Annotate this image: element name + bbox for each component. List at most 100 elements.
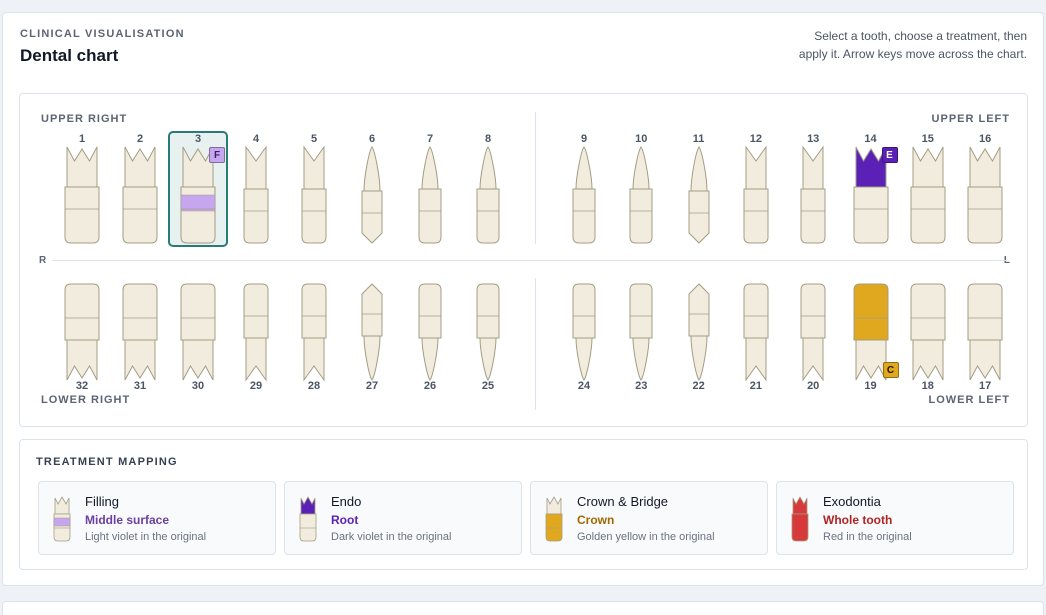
tooth-number: 4: [252, 133, 260, 145]
tooth-21[interactable]: 21: [728, 283, 784, 396]
tooth-root: [969, 146, 1001, 188]
treatment-name: Filling: [85, 494, 119, 509]
tooth-4[interactable]: 4: [228, 133, 284, 245]
tooth-1[interactable]: 1: [54, 133, 110, 245]
tooth-number: 30: [191, 380, 205, 392]
tooth-10[interactable]: 10: [613, 133, 669, 245]
treatment-badge: C: [882, 362, 899, 378]
tooth-13[interactable]: 13: [785, 133, 841, 245]
tooth-root: [632, 337, 650, 381]
tooth-root: [363, 335, 381, 381]
tooth-12[interactable]: 12: [728, 133, 784, 245]
tooth-25[interactable]: 25: [460, 283, 516, 396]
tooth-16[interactable]: 16: [957, 133, 1013, 245]
tooth-root: [690, 146, 708, 192]
tooth-crown: [688, 283, 710, 337]
upper-arch-divider: [535, 112, 536, 244]
tooth-number: 3: [194, 133, 202, 145]
tooth-number: 1: [78, 133, 86, 145]
tooth-root: [182, 146, 214, 188]
tooth-root: [66, 339, 98, 381]
treatment-option-endo[interactable]: Endo Root Dark violet in the original: [284, 481, 522, 555]
tooth-crown: [64, 186, 100, 244]
tooth-9[interactable]: 9: [556, 133, 612, 245]
tooth-number: 23: [635, 380, 648, 392]
tooth-24[interactable]: 24: [556, 283, 612, 396]
tooth-7[interactable]: 7: [402, 133, 458, 245]
tooth-29[interactable]: 29: [228, 283, 284, 396]
tooth-number: 7: [426, 133, 434, 145]
quadrant-label-lower-left: LOWER LEFT: [928, 394, 1010, 406]
tooth-number: 11: [692, 133, 705, 145]
tooth-27[interactable]: 27: [344, 283, 400, 396]
tooth-crown: [967, 283, 1003, 341]
tooth-number: 26: [423, 380, 437, 392]
tooth-root: [245, 145, 267, 190]
tooth-crown: [64, 283, 100, 341]
tooth-number: 28: [307, 380, 321, 392]
tooth-root: [479, 146, 497, 190]
tooth-31[interactable]: 31: [112, 283, 168, 396]
treatment-name: Endo: [331, 494, 362, 509]
tooth-crown: [800, 188, 826, 244]
tooth-number: 10: [635, 133, 648, 145]
treatment-option-filling[interactable]: Filling Middle surface Light violet in the…: [38, 481, 276, 555]
quadrant-label-upper-left: UPPER LEFT: [931, 113, 1010, 125]
tooth-crown: [243, 188, 269, 244]
treatment-option-exo[interactable]: Exodontia Whole tooth Red in the original: [776, 481, 1014, 555]
tooth-crown: [418, 283, 442, 339]
tooth-8[interactable]: 8: [460, 133, 516, 245]
tooth-32[interactable]: 32: [54, 283, 110, 396]
tooth-22[interactable]: 22: [671, 283, 727, 396]
tooth-crown: [743, 188, 769, 244]
tooth-root: [479, 337, 497, 381]
tooth-26[interactable]: 26: [402, 283, 458, 396]
tooth-number: 25: [481, 380, 495, 392]
tooth-number: 12: [749, 133, 763, 145]
tooth-crown: [361, 283, 383, 337]
tooth-root: [802, 337, 824, 382]
tooth-crown: [800, 283, 826, 339]
tooth-2[interactable]: 2: [112, 133, 168, 245]
tooth-number: 5: [310, 133, 318, 145]
tooth-20[interactable]: 20: [785, 283, 841, 396]
tooth-18[interactable]: 18: [900, 283, 956, 396]
tooth-root: [969, 339, 1001, 381]
tooth-crown: [572, 283, 596, 339]
tooth-5[interactable]: 5: [286, 133, 342, 245]
filling-tooth-icon: [53, 496, 71, 542]
mapping-title: TREATMENT MAPPING: [36, 456, 178, 468]
treatment-option-crown[interactable]: Crown & Bridge Crown Golden yellow in the …: [530, 481, 768, 555]
tooth-crown: [418, 188, 442, 244]
treatment-name: Crown & Bridge: [577, 494, 669, 509]
tooth-number: 31: [133, 380, 147, 392]
tooth-root: [745, 145, 767, 190]
tooth-root: [575, 337, 593, 381]
tooth-root: [421, 337, 439, 381]
tooth-crown: [910, 186, 946, 244]
tooth-crown: [853, 283, 888, 341]
treatment-mapping: TREATMENT MAPPING Filling Middle surface L…: [19, 439, 1028, 570]
tooth-19[interactable]: 19 C: [843, 283, 899, 396]
tooth-number: 22: [692, 380, 705, 392]
tooth-14[interactable]: 14 E: [843, 133, 899, 245]
tooth-crown: [180, 283, 216, 341]
tooth-23[interactable]: 23: [613, 283, 669, 396]
tooth-crown: [853, 186, 888, 244]
tooth-30[interactable]: 30: [170, 283, 226, 396]
tooth-root: [245, 337, 267, 382]
tooth-number: 24: [577, 380, 591, 392]
section-eyebrow: CLINICAL VISUALISATION: [20, 28, 185, 40]
tooth-root: [363, 146, 381, 192]
exo-tooth-icon: [791, 496, 809, 542]
tooth-11[interactable]: 11: [671, 133, 727, 245]
tooth-number: 2: [136, 133, 144, 145]
tooth-chart: UPPER RIGHT UPPER LEFT LOWER RIGHT LOWER…: [19, 93, 1028, 427]
side-label-right: R: [39, 255, 47, 266]
tooth-17[interactable]: 17: [957, 283, 1013, 396]
tooth-28[interactable]: 28: [286, 283, 342, 396]
tooth-15[interactable]: 15: [900, 133, 956, 245]
tooth-6[interactable]: 6: [344, 133, 400, 245]
tooth-root: [124, 339, 156, 381]
